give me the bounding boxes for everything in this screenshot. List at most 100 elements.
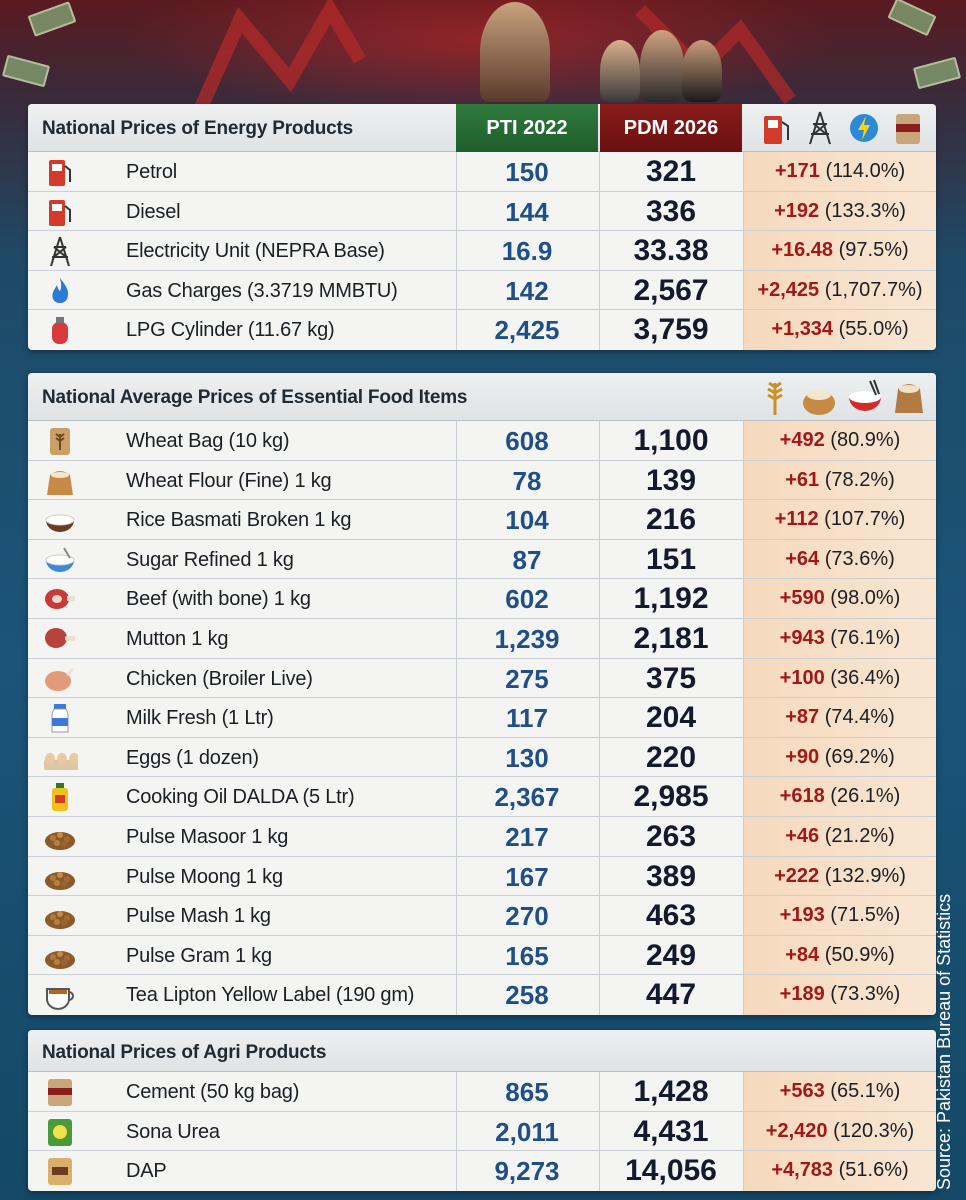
price-2022: 142 — [505, 275, 549, 306]
price-change: +112 (107.7%) — [744, 500, 936, 539]
price-2026: 14,056 — [625, 1154, 717, 1188]
price-2022: 117 — [506, 703, 548, 734]
price-2022: 275 — [505, 663, 549, 694]
price-change: +222 (132.9%) — [744, 856, 936, 896]
price-2026: 139 — [645, 463, 697, 497]
change-percent: (51.6%) — [838, 1159, 909, 1182]
lentils-icon — [42, 821, 78, 853]
table-row: Chicken (Broiler Live) 275 375 +100 (36.4%) — [28, 658, 936, 699]
price-change: +590 (98.0%) — [744, 579, 936, 618]
energy-prices-table: National Prices of Energy Products PTI 2… — [28, 104, 936, 350]
leader-portrait — [600, 40, 640, 102]
table-row: Gas Charges (3.3719 MMBTU) 142 2,567 +2,425… — [28, 270, 936, 311]
table-row: Pulse Masoor 1 kg 217 263 +46 (21.2%) — [28, 816, 936, 857]
item-name: Pulse Gram 1 kg — [126, 944, 272, 967]
item-name: Diesel — [126, 200, 181, 223]
item-name: Gas Charges (3.3719 MMBTU) — [126, 279, 398, 302]
table-row: Diesel 144 336 +192 (133.3%) — [28, 191, 936, 232]
price-change: +492 (80.9%) — [744, 421, 936, 460]
mutton-icon — [42, 623, 78, 655]
price-change: +1,334 (55.0%) — [744, 310, 936, 350]
price-2026: 220 — [645, 740, 697, 774]
price-2022: 608 — [505, 426, 549, 456]
item-name: Milk Fresh (1 Ltr) — [126, 707, 274, 730]
price-2026: 1,100 — [633, 424, 709, 457]
change-percent: (71.5%) — [830, 904, 901, 927]
price-change: +943 (76.1%) — [744, 618, 936, 658]
change-percent: (50.9%) — [824, 943, 895, 966]
price-2026: 33.38 — [633, 234, 709, 268]
item-name: Chicken (Broiler Live) — [126, 667, 313, 690]
rice-bowl-icon — [849, 379, 881, 411]
price-2026: 1,428 — [633, 1075, 709, 1108]
change-percent: (78.2%) — [824, 468, 895, 491]
price-2026: 204 — [645, 701, 697, 735]
leader-portrait — [480, 2, 550, 102]
price-2022: 2,425 — [494, 315, 560, 346]
section-header: National Average Prices of Essential Foo… — [28, 373, 936, 421]
item-name: Cooking Oil DALDA (5 Ltr) — [126, 786, 355, 809]
change-absolute: +46 — [785, 824, 820, 847]
price-2022: 2,367 — [494, 782, 560, 813]
price-2026: 2,181 — [633, 621, 709, 655]
table-row: Electricity Unit (NEPRA Base) 16.9 33.38 +1… — [28, 231, 936, 271]
price-2022: 270 — [505, 901, 549, 932]
flour-sack-icon — [42, 465, 78, 497]
price-change: +193 (71.5%) — [744, 896, 936, 935]
change-absolute: +618 — [779, 785, 825, 808]
price-change: +100 (36.4%) — [744, 658, 936, 698]
price-2022: 2,011 — [495, 1116, 559, 1147]
change-absolute: +100 — [779, 666, 825, 689]
lightning-icon — [850, 114, 878, 142]
price-2022: 217 — [505, 821, 549, 852]
table-row: Mutton 1 kg 1,239 2,181 +943 (76.1%) — [28, 618, 936, 659]
price-2022: 87 — [512, 544, 542, 575]
change-percent: (21.2%) — [824, 824, 895, 847]
change-absolute: +563 — [779, 1080, 825, 1102]
table-row: Tea Lipton Yellow Label (190 gm) 258 447 +1… — [28, 975, 936, 1015]
price-2022: 9,273 — [494, 1156, 560, 1187]
source-credit: Source: Pakistan Bureau of Statistics — [934, 893, 954, 1190]
price-2026: 151 — [645, 542, 697, 576]
fuel-pump-icon — [42, 196, 78, 228]
item-name: Pulse Mash 1 kg — [126, 905, 271, 928]
change-absolute: +943 — [779, 626, 825, 649]
change-absolute: +171 — [774, 160, 820, 182]
table-row: Cooking Oil DALDA (5 Ltr) 2,367 2,985 +618 … — [28, 777, 936, 817]
flour-sack-icon — [803, 390, 835, 415]
change-percent: (69.2%) — [824, 745, 895, 768]
item-name: Cement (50 kg bag) — [126, 1081, 300, 1103]
price-change: +192 (133.3%) — [744, 191, 936, 231]
change-absolute: +192 — [774, 199, 820, 222]
price-2026: 3,759 — [633, 313, 709, 347]
price-2022: 150 — [505, 157, 549, 187]
price-2026: 4,431 — [633, 1114, 709, 1148]
eggs-icon — [42, 742, 78, 774]
item-name: Rice Basmati Broken 1 kg — [126, 509, 352, 532]
cement-bag-icon — [896, 114, 920, 144]
price-2022: 16.9 — [501, 236, 553, 267]
price-change: +189 (73.3%) — [744, 975, 936, 1015]
item-name: LPG Cylinder (11.67 kg) — [126, 319, 335, 342]
beef-icon — [42, 583, 78, 615]
change-absolute: +16.48 — [771, 239, 834, 262]
price-change: +90 (69.2%) — [744, 737, 936, 777]
change-percent: (74.4%) — [824, 706, 895, 729]
change-absolute: +492 — [779, 429, 825, 451]
price-change: +4,783 (51.6%) — [744, 1151, 936, 1191]
item-name: DAP — [126, 1160, 167, 1183]
item-name: Pulse Masoor 1 kg — [126, 825, 289, 848]
price-change: +84 (50.9%) — [744, 935, 936, 975]
lentils-icon — [42, 861, 78, 893]
table-row: Pulse Mash 1 kg 270 463 +193 (71.5%) — [28, 896, 936, 936]
price-change: +563 (65.1%) — [744, 1072, 936, 1111]
change-percent: (73.6%) — [824, 547, 895, 570]
price-2022: 258 — [505, 980, 549, 1011]
change-percent: (1,707.7%) — [824, 278, 923, 301]
table-row: Pulse Moong 1 kg 167 389 +222 (132.9%) — [28, 856, 936, 897]
fuel-pump-icon — [764, 116, 789, 144]
price-2026: 463 — [645, 899, 697, 933]
change-percent: (114.0%) — [825, 160, 906, 182]
price-change: +618 (26.1%) — [744, 777, 936, 816]
price-2022: 602 — [505, 584, 549, 615]
